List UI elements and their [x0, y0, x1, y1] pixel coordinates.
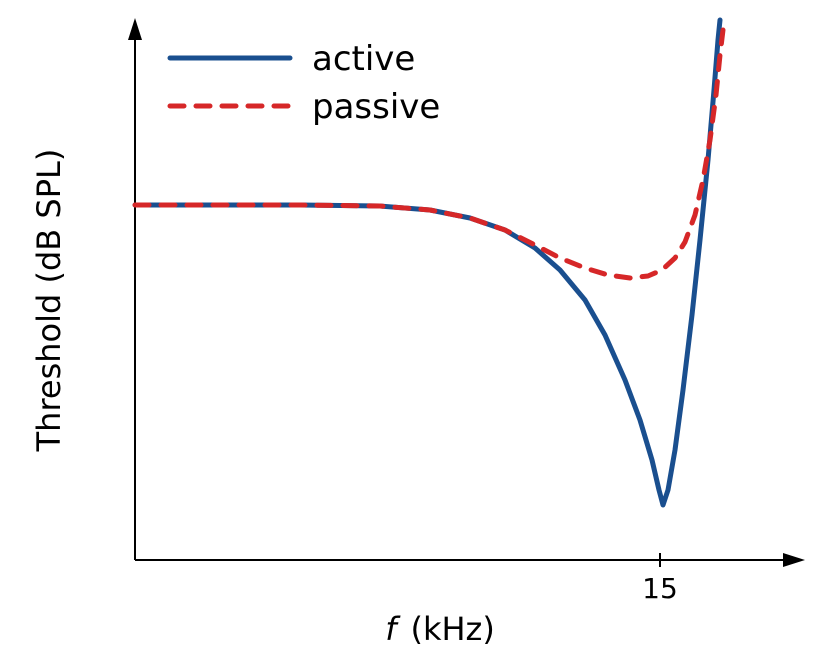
x-tick-label-15: 15 — [642, 572, 678, 605]
tuning-curve-chart: 15 Threshold (dB SPL) f(kHz) active pass… — [0, 0, 820, 656]
legend-label-active: active — [312, 39, 415, 79]
y-axis-label: Threshold (dB SPL) — [30, 149, 68, 453]
legend-label-passive: passive — [312, 87, 440, 127]
